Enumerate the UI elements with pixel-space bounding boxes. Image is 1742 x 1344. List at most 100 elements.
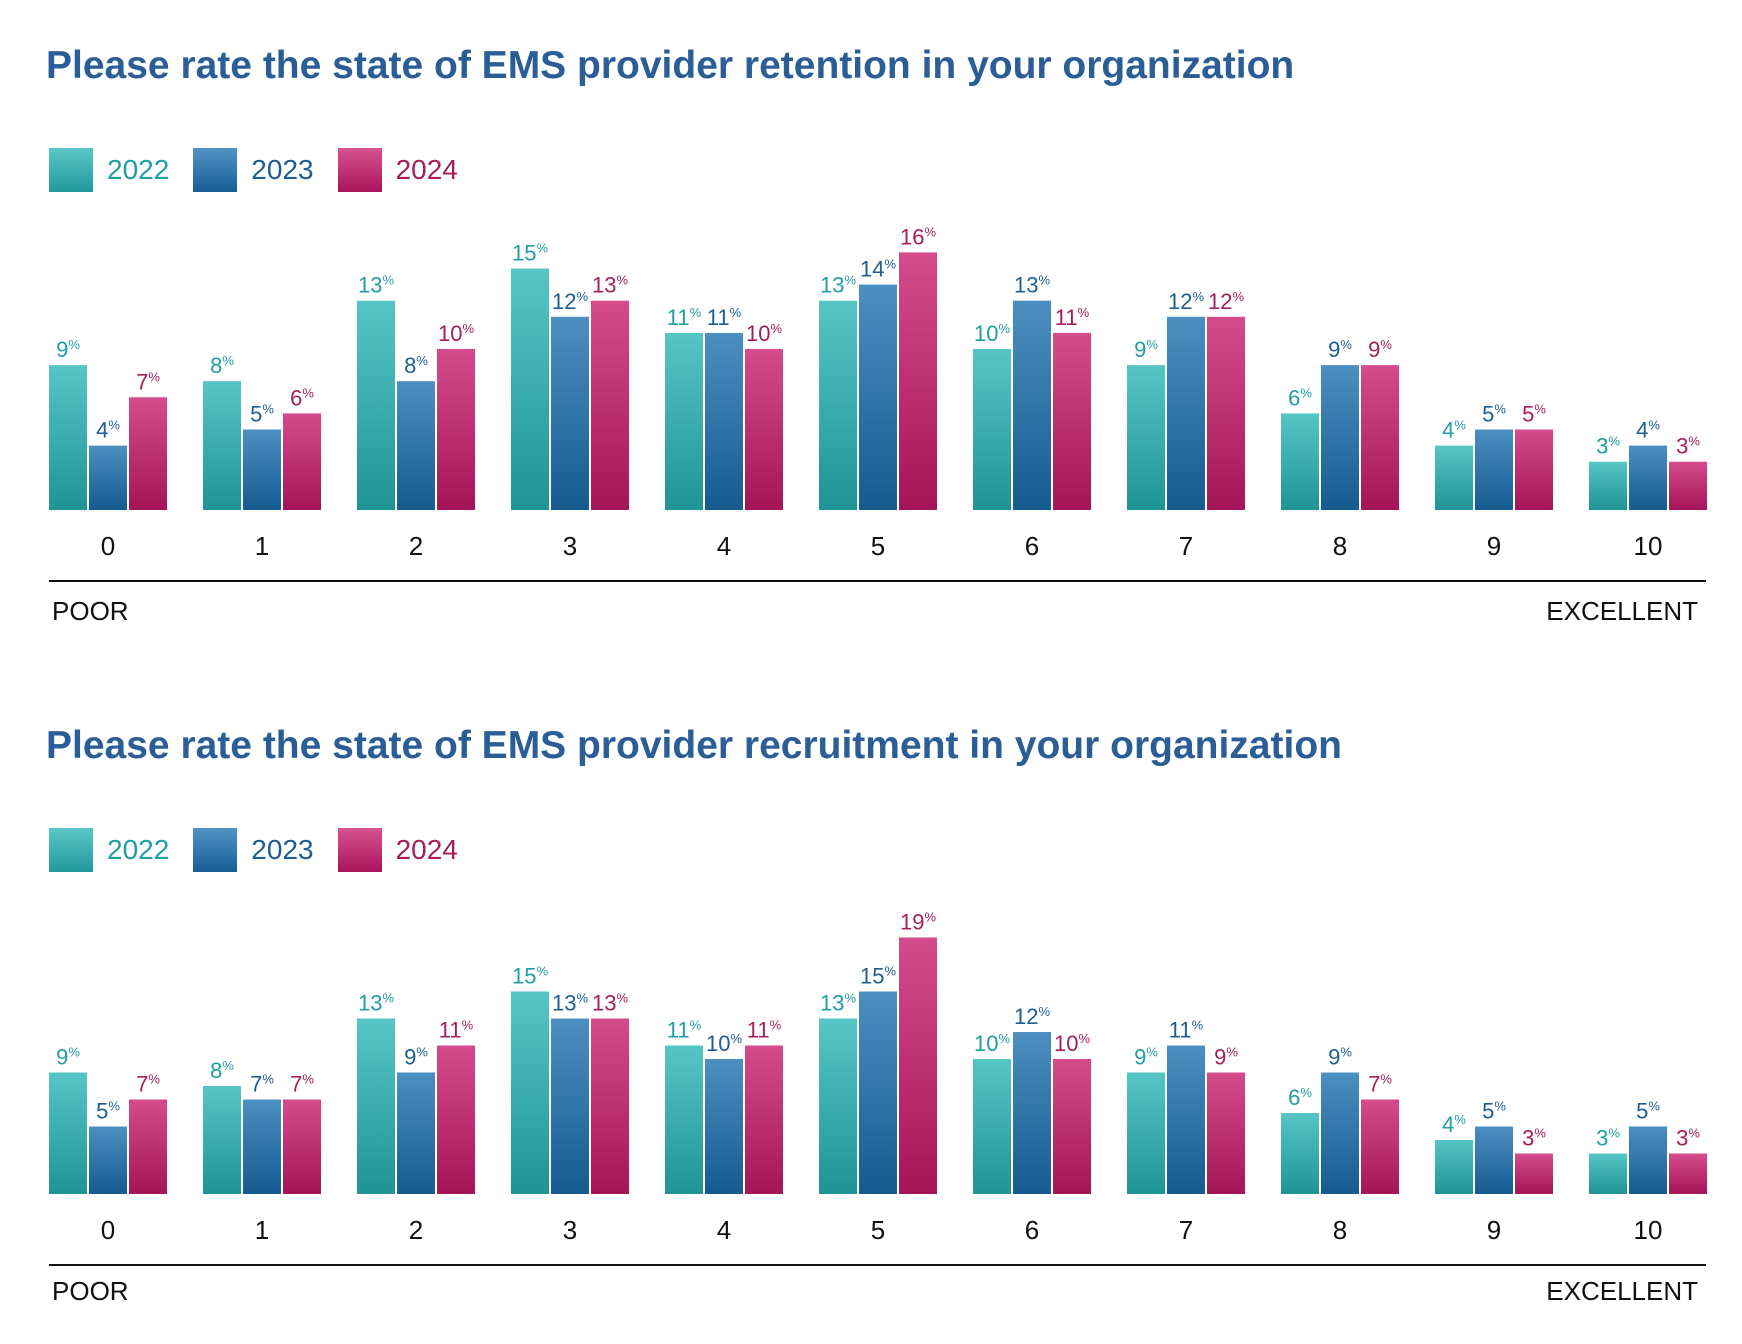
legend: 2022 2023 2024 xyxy=(49,828,482,872)
bar-2023-0 xyxy=(89,1126,127,1194)
bar-2024-10 xyxy=(1669,461,1707,510)
data-label-2024-7: 9% xyxy=(1214,1045,1238,1070)
data-label-2024-4: 11% xyxy=(747,1018,782,1043)
data-label-2022-5: 13% xyxy=(820,273,856,298)
legend-swatch-2022 xyxy=(49,828,93,872)
data-label-2023-3: 12% xyxy=(552,289,588,314)
bar-2022-1 xyxy=(203,1086,241,1194)
x-tick-label: 1 xyxy=(255,531,269,561)
data-label-2022-3: 15% xyxy=(512,964,548,989)
x-tick-label: 5 xyxy=(871,531,885,561)
bar-2024-8 xyxy=(1361,365,1399,510)
x-tick-label: 8 xyxy=(1333,1215,1347,1245)
bar-2023-5 xyxy=(859,284,897,510)
bar-2022-2 xyxy=(357,300,395,510)
bar-2024-9 xyxy=(1515,1153,1553,1194)
legend-item-2023: 2023 xyxy=(193,148,314,192)
bar-2023-9 xyxy=(1475,429,1513,510)
x-tick-label: 10 xyxy=(1634,1215,1663,1245)
x-tick-label: 2 xyxy=(409,531,423,561)
data-label-2023-9: 5% xyxy=(1482,1099,1506,1124)
bar-2024-2 xyxy=(437,1045,475,1194)
bar-2024-4 xyxy=(745,1045,783,1194)
retention-chart: Please rate the state of EMS provider re… xyxy=(46,44,1707,626)
data-label-2022-4: 11% xyxy=(667,305,702,330)
data-label-2024-4: 10% xyxy=(746,321,782,346)
data-label-2022-6: 10% xyxy=(974,321,1010,346)
bar-2022-5 xyxy=(819,300,857,510)
x-tick-label: 6 xyxy=(1025,531,1039,561)
x-tick-label: 4 xyxy=(717,1215,731,1245)
scale-low-label: POOR xyxy=(52,1276,129,1306)
bar-2023-5 xyxy=(859,991,897,1194)
bar-2023-4 xyxy=(705,1059,743,1194)
bar-2023-7 xyxy=(1167,1045,1205,1194)
legend-item-2024: 2024 xyxy=(337,148,458,192)
data-label-2023-4: 10% xyxy=(706,1031,742,1056)
bar-2022-3 xyxy=(511,991,549,1194)
legend: 2022 2023 2024 xyxy=(49,148,482,192)
data-label-2022-1: 8% xyxy=(210,353,234,378)
x-tick-label: 9 xyxy=(1487,531,1501,561)
data-label-2023-8: 9% xyxy=(1328,1045,1352,1070)
bar-2023-4 xyxy=(705,332,743,510)
bar-2024-10 xyxy=(1669,1153,1707,1194)
x-tick-label: 7 xyxy=(1179,1215,1193,1245)
data-label-2022-8: 6% xyxy=(1288,1085,1312,1110)
data-label-2023-1: 5% xyxy=(250,402,274,427)
data-label-2024-9: 3% xyxy=(1522,1126,1546,1151)
bar-2022-7 xyxy=(1127,365,1165,510)
bar-2023-10 xyxy=(1629,445,1667,510)
data-label-2023-10: 4% xyxy=(1636,418,1660,443)
bar-2023-9 xyxy=(1475,1126,1513,1194)
x-tick-label: 0 xyxy=(101,1215,115,1245)
bar-2022-8 xyxy=(1281,413,1319,510)
bar-2022-5 xyxy=(819,1018,857,1194)
data-label-2024-7: 12% xyxy=(1208,289,1244,314)
bar-2022-0 xyxy=(49,1072,87,1194)
bar-2023-6 xyxy=(1013,300,1051,510)
data-label-2024-1: 7% xyxy=(290,1072,314,1097)
legend-label-2022: 2022 xyxy=(107,834,170,865)
data-label-2023-5: 14% xyxy=(860,257,896,282)
scale-high-label: EXCELLENT xyxy=(1546,1276,1698,1306)
data-label-2024-3: 13% xyxy=(592,273,628,298)
legend-label-2024: 2024 xyxy=(395,154,458,185)
data-label-2022-7: 9% xyxy=(1134,337,1158,362)
legend-item-2023: 2023 xyxy=(193,828,314,872)
bar-2022-4 xyxy=(665,332,703,510)
bar-2024-1 xyxy=(283,413,321,510)
data-label-2024-8: 7% xyxy=(1368,1072,1392,1097)
x-tick-label: 5 xyxy=(871,1215,885,1245)
data-label-2024-3: 13% xyxy=(592,991,628,1016)
bar-2023-1 xyxy=(243,429,281,510)
bar-2024-9 xyxy=(1515,429,1553,510)
bar-2024-5 xyxy=(899,252,937,510)
bar-2024-3 xyxy=(591,1018,629,1194)
x-tick-label: 10 xyxy=(1634,531,1663,561)
data-label-2024-10: 3% xyxy=(1676,1126,1700,1151)
data-label-2023-1: 7% xyxy=(250,1072,274,1097)
bar-2024-5 xyxy=(899,937,937,1194)
bar-2022-4 xyxy=(665,1045,703,1194)
data-label-2023-0: 4% xyxy=(96,418,120,443)
x-tick-label: 2 xyxy=(409,1215,423,1245)
bar-2022-6 xyxy=(973,1059,1011,1194)
legend-label-2023: 2023 xyxy=(251,154,314,185)
bar-2024-8 xyxy=(1361,1099,1399,1194)
data-label-2023-0: 5% xyxy=(96,1099,120,1124)
data-label-2024-0: 7% xyxy=(136,1072,160,1097)
legend-swatch-2023 xyxy=(193,148,238,192)
scale-low-label: POOR xyxy=(52,596,129,626)
bar-2022-10 xyxy=(1589,461,1627,510)
legend-swatch-2024 xyxy=(337,148,382,192)
bar-2023-7 xyxy=(1167,316,1205,510)
data-label-2023-9: 5% xyxy=(1482,402,1506,427)
bar-2022-6 xyxy=(973,349,1011,510)
data-label-2022-9: 4% xyxy=(1442,418,1466,443)
data-label-2022-0: 9% xyxy=(56,337,80,362)
data-label-2022-2: 13% xyxy=(358,991,394,1016)
data-label-2022-7: 9% xyxy=(1134,1045,1158,1070)
data-label-2022-2: 13% xyxy=(358,273,394,298)
bar-2023-0 xyxy=(89,445,127,510)
